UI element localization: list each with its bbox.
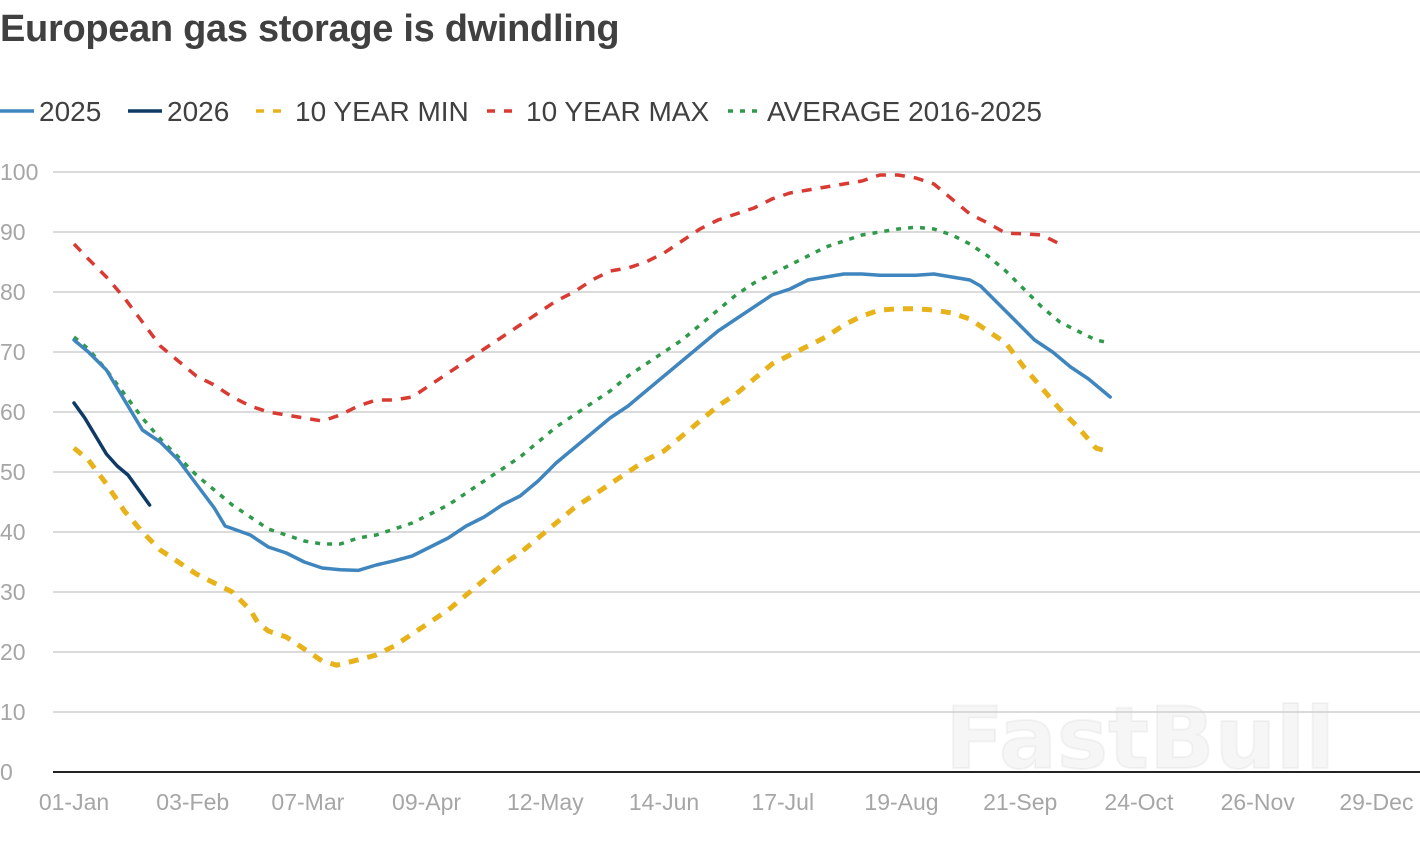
x-tick-label: 17-Jul xyxy=(751,789,814,815)
x-tick-label: 09-Apr xyxy=(392,789,461,815)
y-tick-label: 70 xyxy=(0,339,26,365)
legend-label: 2026 xyxy=(167,96,229,127)
legend-label: 10 YEAR MAX xyxy=(526,96,709,127)
y-tick-label: 20 xyxy=(0,639,26,665)
y-tick-label: 60 xyxy=(0,399,26,425)
series-line-2025 xyxy=(72,272,1112,573)
series-line-average-2016-2025 xyxy=(72,225,1111,546)
legend-label: 2025 xyxy=(39,96,101,127)
x-tick-label: 21-Sep xyxy=(983,789,1057,815)
x-tick-label: 12-May xyxy=(507,789,584,815)
y-tick-label: 90 xyxy=(0,219,26,245)
x-tick-label: 03-Feb xyxy=(156,789,229,815)
y-tick-label: 40 xyxy=(0,519,26,545)
y-tick-label: 100 xyxy=(0,159,38,185)
series-line-2026 xyxy=(72,401,152,507)
chart-title: European gas storage is dwindling xyxy=(0,8,620,50)
y-tick-label: 10 xyxy=(0,699,26,725)
x-tick-label: 01-Jan xyxy=(39,789,109,815)
x-tick-label: 14-Jun xyxy=(629,789,699,815)
x-tick-label: 07-Mar xyxy=(271,789,344,815)
y-tick-label: 80 xyxy=(0,279,26,305)
x-tick-label: 29-Dec xyxy=(1339,789,1413,815)
series-line-10-year-min xyxy=(72,306,1111,668)
x-tick-label: 26-Nov xyxy=(1221,789,1296,815)
watermark-logo: FastBull xyxy=(945,689,1335,789)
y-tick-label: 0 xyxy=(0,759,13,785)
series-line-10-year-max xyxy=(72,173,1061,423)
legend-label: 10 YEAR MIN xyxy=(295,96,469,127)
y-tick-label: 30 xyxy=(0,579,26,605)
legend-label: AVERAGE 2016-2025 xyxy=(767,96,1042,127)
x-tick-label: 24-Oct xyxy=(1104,789,1174,815)
y-tick-label: 50 xyxy=(0,459,26,485)
x-tick-label: 19-Aug xyxy=(864,789,938,815)
